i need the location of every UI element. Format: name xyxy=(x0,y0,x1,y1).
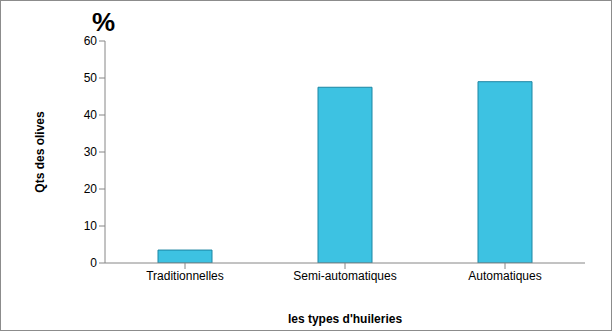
svg-text:30: 30 xyxy=(84,145,98,159)
svg-text:Qts des olives: Qts des olives xyxy=(33,111,47,193)
svg-text:10: 10 xyxy=(84,219,98,233)
svg-text:les types d'huileries: les types d'huileries xyxy=(288,312,403,326)
svg-text:40: 40 xyxy=(84,108,98,122)
svg-text:50: 50 xyxy=(84,71,98,85)
svg-text:60: 60 xyxy=(84,34,98,48)
svg-text:Traditionnelles: Traditionnelles xyxy=(146,269,224,283)
svg-text:0: 0 xyxy=(90,256,97,270)
svg-text:Automatiques: Automatiques xyxy=(468,269,541,283)
svg-text:Semi-automatiques: Semi-automatiques xyxy=(293,269,396,283)
svg-text:20: 20 xyxy=(84,182,98,196)
